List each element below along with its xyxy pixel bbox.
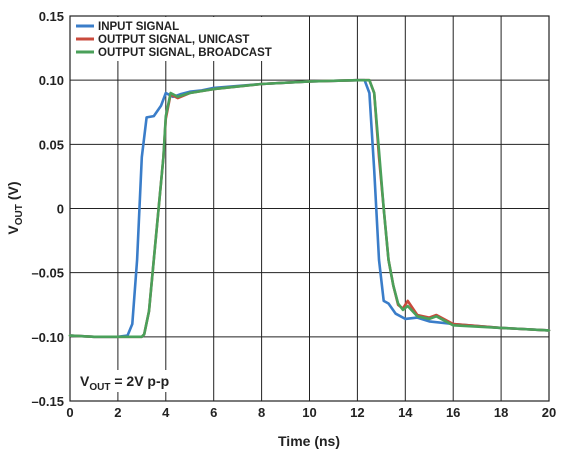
annotation-background [76, 370, 196, 392]
legend-entry: OUTPUT SIGNAL, UNICAST [98, 34, 249, 46]
x-tick-labels: 0 2 4 6 8 10 12 14 16 18 20 [66, 405, 556, 420]
x-tick-label: 16 [446, 405, 460, 420]
legend-background [71, 17, 303, 61]
legend-entry: INPUT SIGNAL [98, 21, 179, 33]
x-tick-label: 8 [258, 405, 265, 420]
x-tick-label: 0 [66, 405, 73, 420]
x-tick-label: 20 [542, 405, 556, 420]
x-tick-label: 4 [162, 405, 170, 420]
y-tick-label: 0.10 [39, 73, 64, 88]
x-tick-label: 10 [302, 405, 316, 420]
y-tick-label: 0.05 [39, 137, 64, 152]
legend-entry: OUTPUT SIGNAL, BROADCAST [98, 47, 272, 59]
plot-frame [69, 15, 550, 402]
vout-annotation-sub: OUT [89, 382, 110, 393]
x-axis-label: Time (ns) [278, 433, 340, 449]
y-axis-label-unit: (V) [5, 181, 21, 200]
y-tick-label: –0.10 [31, 330, 64, 345]
x-tick-label: 2 [114, 405, 121, 420]
y-tick-labels: 0.15 0.10 0.05 0 –0.05 –0.10 –0.15 [31, 9, 64, 409]
vout-annotation: VOUT = 2V p-p [80, 373, 169, 393]
y-tick-label: –0.15 [31, 394, 64, 409]
series-layer [68, 78, 551, 339]
x-tick-label: 12 [350, 405, 364, 420]
x-tick-label: 18 [494, 405, 508, 420]
y-axis-label-main: V [5, 225, 21, 235]
y-axis-label-sub: OUT [14, 204, 25, 225]
vout-annotation-main: V [80, 373, 90, 389]
x-tick-label: 6 [210, 405, 217, 420]
grid-lines [69, 15, 550, 402]
series-line-3 [68, 78, 551, 339]
y-axis-label: VOUT (V) [5, 181, 25, 234]
x-tick-label: 14 [398, 405, 413, 420]
y-tick-label: –0.05 [31, 266, 64, 281]
y-tick-label: 0 [57, 202, 64, 217]
vout-annotation-rest: = 2V p-p [110, 373, 169, 389]
y-tick-label: 0.15 [39, 9, 64, 24]
